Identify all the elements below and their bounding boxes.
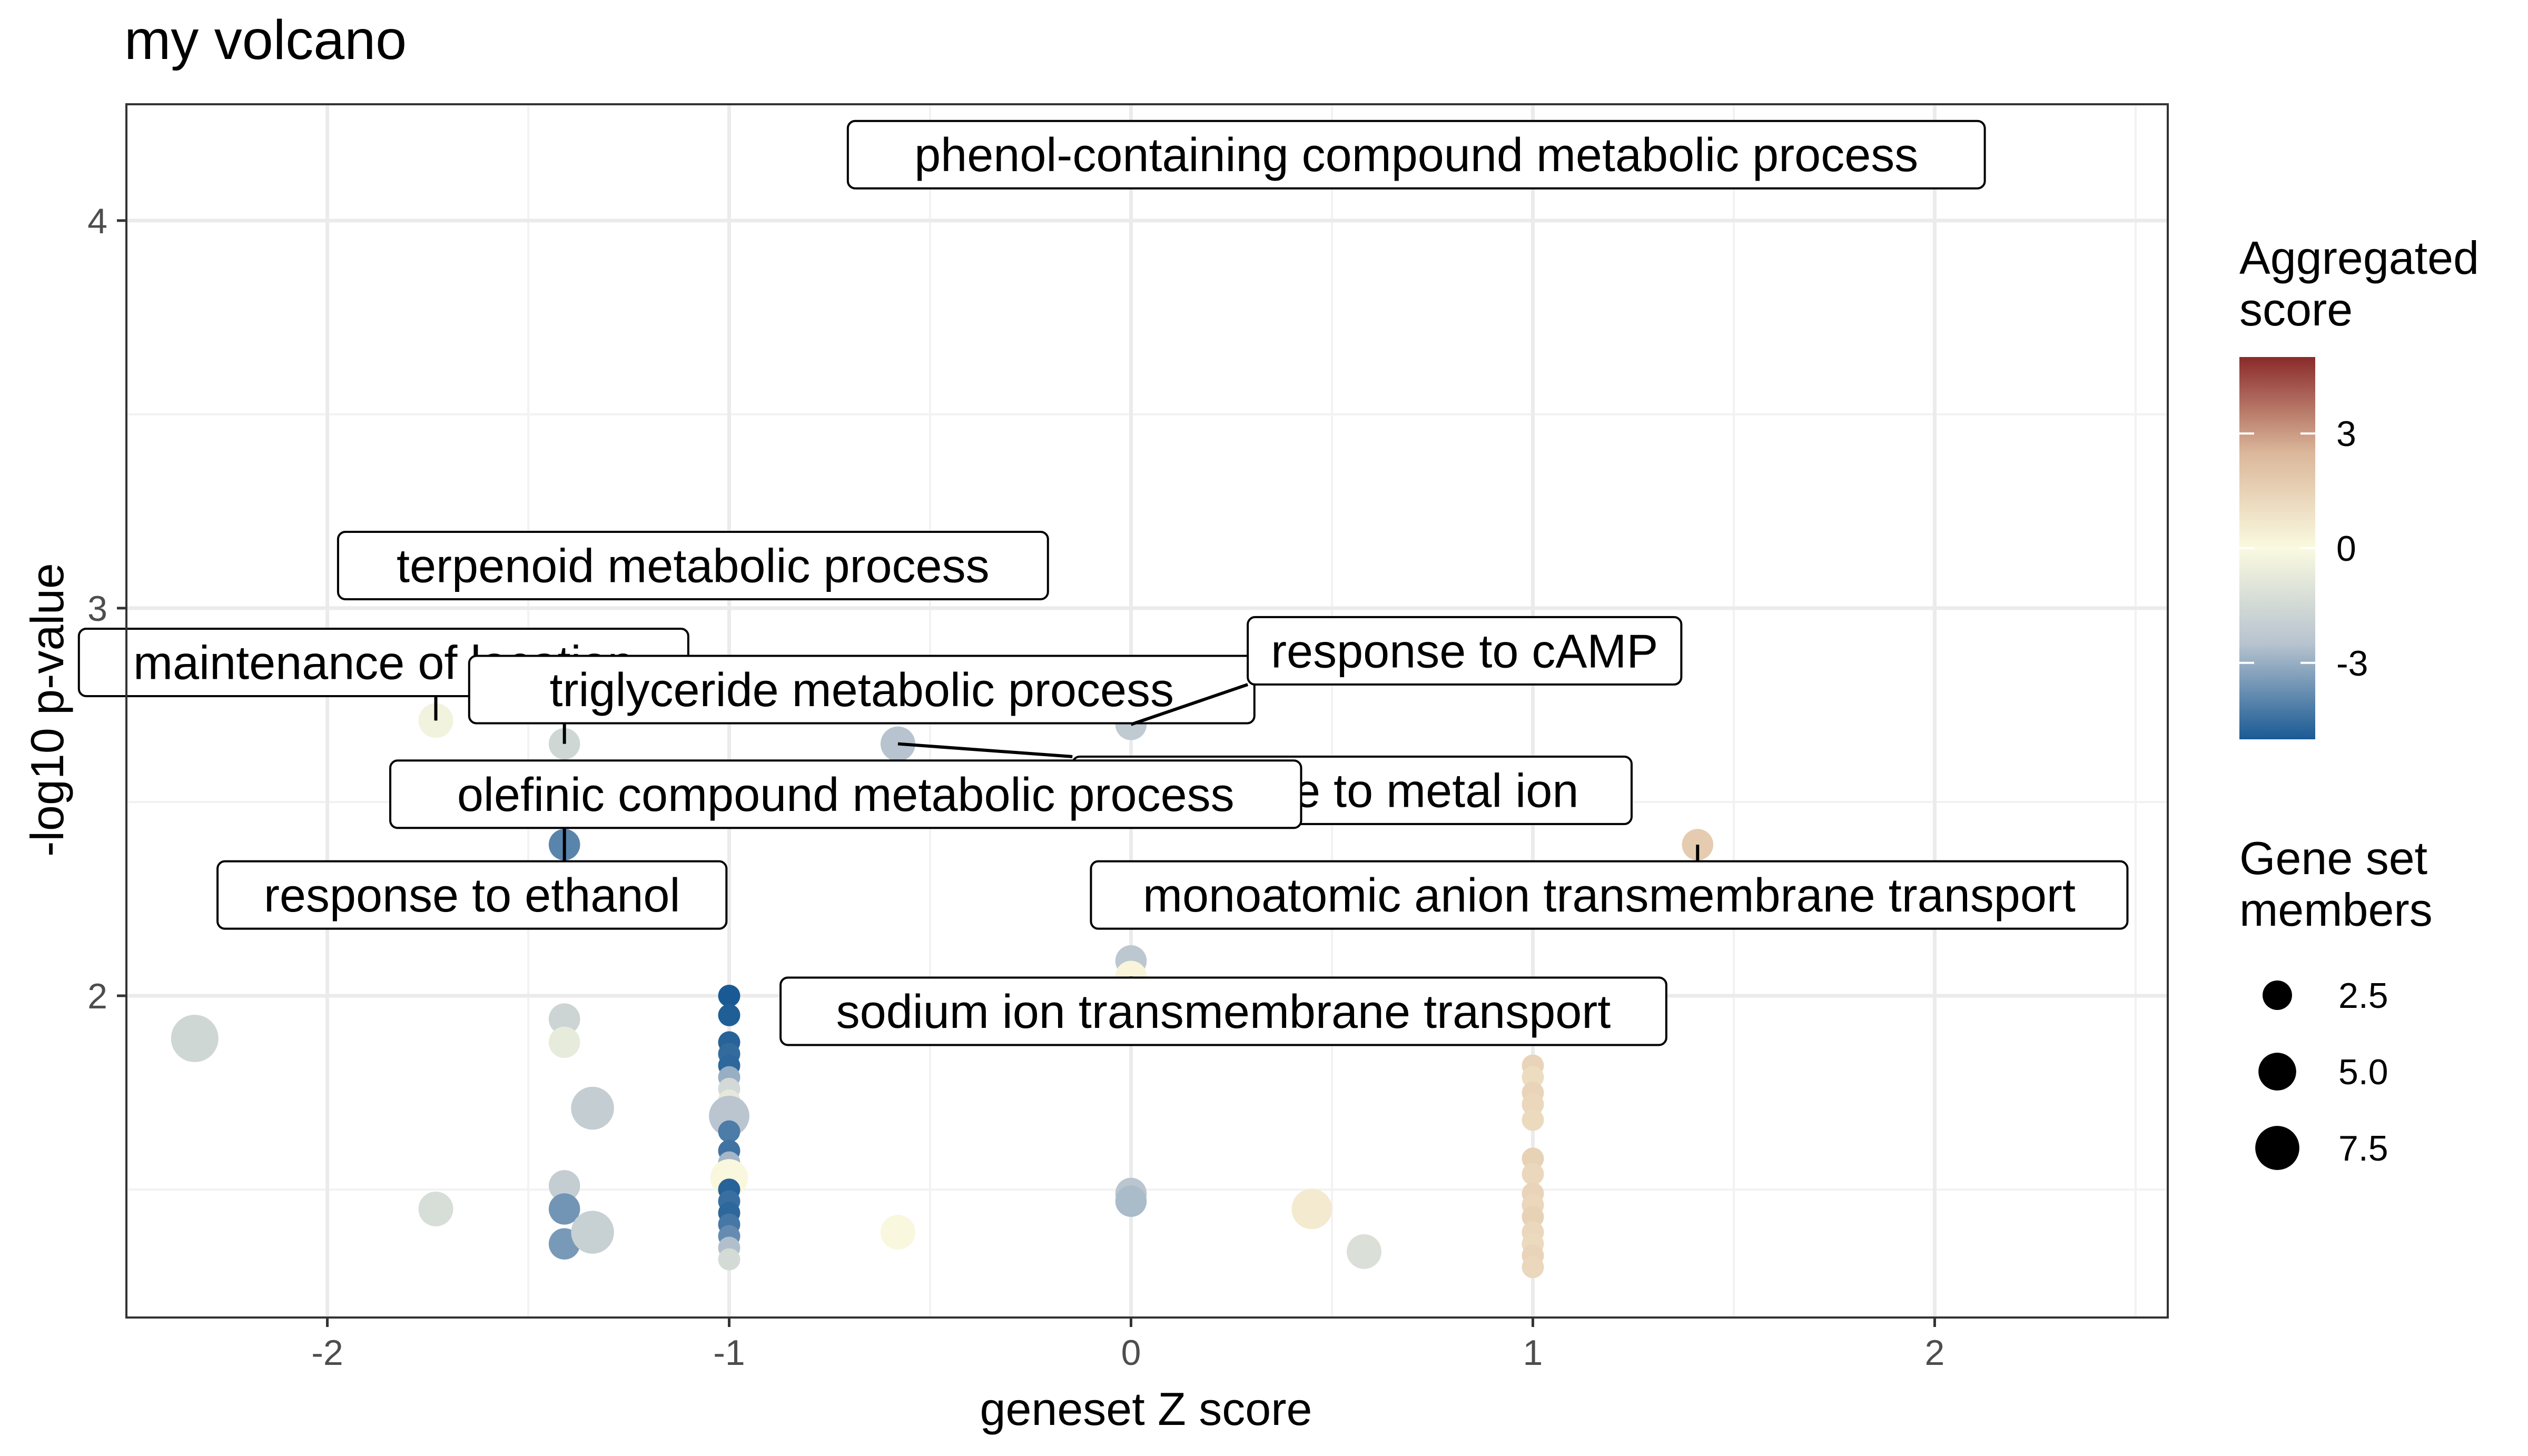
color-bar-label: 3 xyxy=(2336,414,2356,454)
data-point xyxy=(1522,1066,1544,1088)
x-tick-label: 0 xyxy=(1121,1333,1141,1373)
x-axis-title: geneset Z score xyxy=(980,1383,1312,1435)
size-legend-label: 7.5 xyxy=(2338,1128,2388,1168)
data-point xyxy=(1291,1188,1332,1230)
size-legend-title: members xyxy=(2239,884,2433,936)
data-point xyxy=(171,1015,219,1063)
x-tick-label: -2 xyxy=(311,1333,343,1373)
data-point xyxy=(880,1215,915,1250)
data-point xyxy=(548,1026,580,1058)
annotation-label-box xyxy=(216,860,728,930)
x-tick-label: 1 xyxy=(1523,1333,1543,1373)
data-point xyxy=(548,1170,580,1202)
color-bar-label: 0 xyxy=(2336,529,2356,569)
data-point xyxy=(548,1003,580,1035)
color-bar-label: -3 xyxy=(2336,643,2368,684)
chart-title: my volcano xyxy=(124,9,407,71)
plot-border xyxy=(125,103,2169,1319)
y-axis-title: -log10 p-value xyxy=(21,563,73,857)
x-tick-label: -1 xyxy=(713,1333,745,1373)
annotation-label: olefinic compound metabolic process xyxy=(457,769,1235,821)
annotation-label-box xyxy=(337,530,1049,600)
size-legend-title: Gene set xyxy=(2239,832,2427,884)
data-point xyxy=(1347,1234,1382,1269)
annotation-label-box xyxy=(389,759,1302,829)
data-point xyxy=(1522,1205,1544,1228)
color-legend-title: score xyxy=(2239,283,2353,335)
data-point xyxy=(718,1120,740,1143)
annotation-label: terpenoid metabolic process xyxy=(397,540,990,592)
annotation-label-box xyxy=(779,976,1667,1046)
size-legend-label: 5.0 xyxy=(2338,1052,2388,1092)
annotation-label-box xyxy=(1247,616,1683,686)
data-point xyxy=(1522,1163,1544,1185)
data-point xyxy=(1522,1108,1544,1131)
size-legend-label: 2.5 xyxy=(2338,976,2388,1016)
size-legend-key xyxy=(2263,980,2292,1010)
data-point xyxy=(548,1193,580,1225)
x-tick-label: 2 xyxy=(1925,1333,1945,1373)
annotation-label: phenol-containing compound metabolic pro… xyxy=(914,129,1918,182)
size-legend-key xyxy=(2255,1126,2299,1170)
y-tick-label: 2 xyxy=(87,976,107,1016)
annotation-label-box xyxy=(846,120,1986,190)
annotation-label-box xyxy=(468,655,1256,725)
size-legend-key xyxy=(2258,1053,2296,1091)
annotation-label: response to cAMP xyxy=(1271,625,1658,678)
annotation-leader-line xyxy=(1130,683,1249,726)
data-point xyxy=(1115,1185,1147,1217)
data-point xyxy=(718,985,740,1007)
y-tick-label: 4 xyxy=(87,201,107,241)
data-point xyxy=(1522,1256,1544,1279)
data-point xyxy=(571,1211,614,1254)
data-point xyxy=(709,1095,749,1136)
annotation-label: sodium ion transmembrane transport xyxy=(836,986,1611,1038)
color-legend-title: Aggregated xyxy=(2239,232,2479,284)
annotation-leader-line xyxy=(897,742,1073,758)
y-tick-label: 3 xyxy=(87,589,107,629)
data-point xyxy=(418,1191,453,1226)
data-point xyxy=(718,1248,740,1271)
annotation-label: monoatomic anion transmembrane transport xyxy=(1143,869,2076,922)
annotation-label: response to ethanol xyxy=(264,869,680,922)
data-point xyxy=(718,1004,740,1026)
data-point xyxy=(1522,1093,1544,1116)
data-point xyxy=(1522,1147,1544,1170)
annotation-label-box xyxy=(1090,860,2129,930)
annotation-label: triglyceride metabolic process xyxy=(550,664,1174,717)
data-point xyxy=(571,1086,614,1130)
